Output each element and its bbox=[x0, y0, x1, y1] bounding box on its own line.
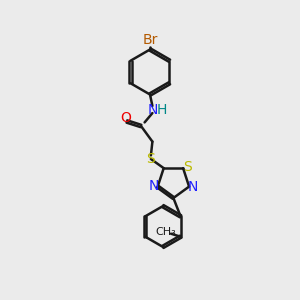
Text: N: N bbox=[148, 179, 159, 193]
Text: S: S bbox=[183, 160, 192, 174]
Text: O: O bbox=[120, 112, 131, 125]
Text: N: N bbox=[147, 103, 158, 116]
Text: N: N bbox=[188, 180, 199, 194]
Text: CH₃: CH₃ bbox=[155, 227, 176, 237]
Text: S: S bbox=[146, 152, 155, 166]
Text: Br: Br bbox=[142, 33, 158, 47]
Text: H: H bbox=[156, 103, 167, 116]
